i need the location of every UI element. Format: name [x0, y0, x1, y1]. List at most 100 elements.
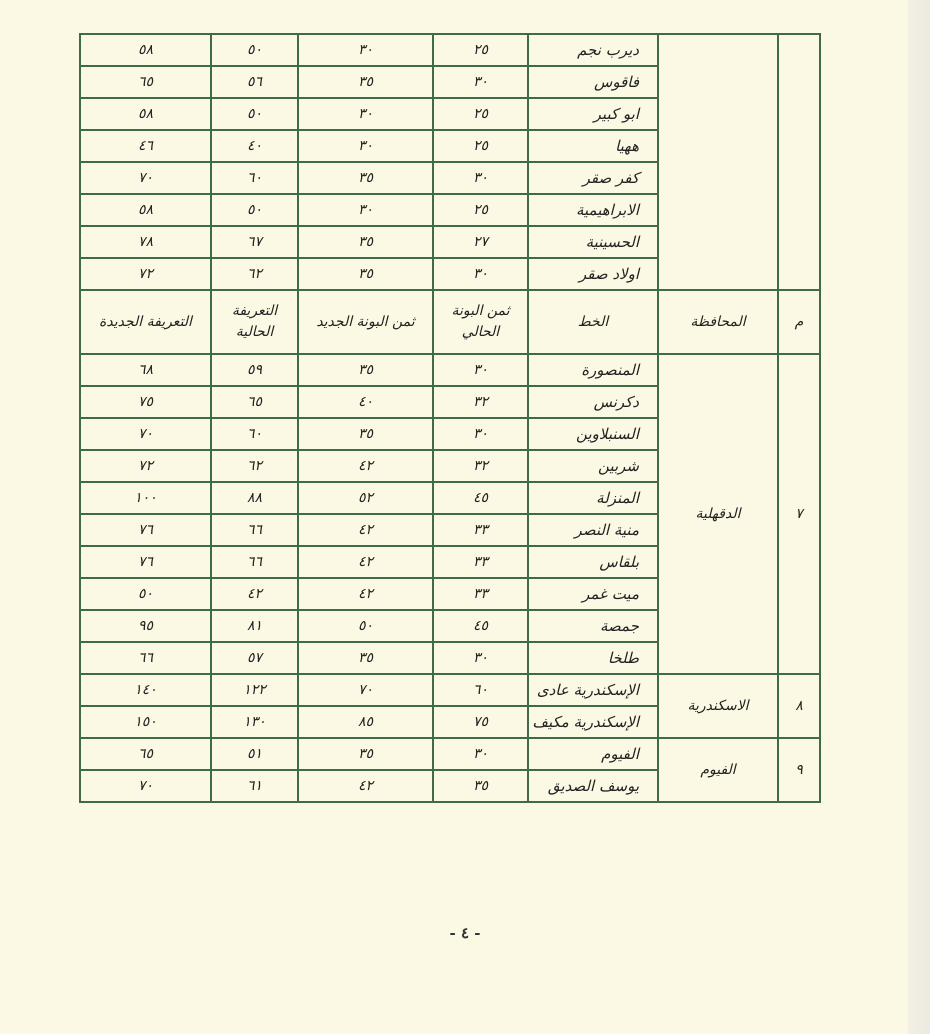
- old-fare-cell: ٦٦: [210, 545, 299, 579]
- table-row: جمصة ٤٥ ٥٠ ٨١ ٩٥: [79, 609, 820, 643]
- old-fare-cell: ٨١: [210, 609, 299, 643]
- new-fare-cell: ٥٨: [79, 193, 212, 227]
- governorate-cell: [657, 33, 779, 291]
- new-fare-cell: ٥٠: [79, 577, 212, 611]
- old-coupon-cell: ٤٥: [432, 481, 529, 515]
- line-cell: شربين: [527, 449, 659, 483]
- table-row: شربين ٣٢ ٤٢ ٦٢ ٧٢: [79, 449, 820, 483]
- governorate-cell: الدقهلية: [657, 353, 779, 675]
- new-coupon-cell: ٣٥: [297, 417, 434, 451]
- old-fare-cell: ٥٧: [210, 641, 299, 675]
- new-coupon-cell: ٣٠: [297, 97, 434, 131]
- table-row: فاقوس ٣٠ ٣٥ ٥٦ ٦٥: [79, 65, 820, 99]
- line-cell: الإسكندرية عادى: [527, 673, 659, 707]
- old-fare-cell: ٦٢: [210, 449, 299, 483]
- line-cell: منية النصر: [527, 513, 659, 547]
- new-fare-cell: ٧٠: [79, 417, 212, 451]
- row-number-cell: ٩: [777, 737, 821, 803]
- line-cell: فاقوس: [527, 65, 659, 99]
- old-coupon-cell: ٣٢: [432, 385, 529, 419]
- old-coupon-cell: ٢٥: [432, 97, 529, 131]
- old-coupon-cell: ٣٢: [432, 449, 529, 483]
- header-m: م: [777, 289, 821, 355]
- table-row: ٩ الفيوم الفيوم ٣٠ ٣٥ ٥١ ٦٥: [79, 737, 821, 803]
- line-cell: جمصة: [527, 609, 659, 643]
- old-coupon-cell: ٣٠: [432, 641, 529, 675]
- table-row: ميت غمر ٣٣ ٤٢ ٤٢ ٥٠: [79, 577, 820, 611]
- old-coupon-cell: ٣٣: [432, 513, 529, 547]
- line-cell: ههيا: [527, 129, 659, 163]
- old-fare-cell: ٦٥: [210, 385, 299, 419]
- new-fare-cell: ٦٨: [79, 353, 212, 387]
- line-cell: الحسينية: [527, 225, 659, 259]
- scan-edge: [908, 0, 930, 1034]
- old-coupon-cell: ٣٣: [432, 545, 529, 579]
- new-fare-cell: ٧٦: [79, 513, 212, 547]
- new-coupon-cell: ٤٢: [297, 577, 434, 611]
- old-coupon-cell: ٣٣: [432, 577, 529, 611]
- new-coupon-cell: ٣٥: [297, 161, 434, 195]
- new-fare-cell: ١٥٠: [79, 705, 212, 739]
- new-fare-cell: ٥٨: [79, 97, 212, 131]
- old-coupon-cell: ٢٥: [432, 33, 529, 67]
- old-fare-cell: ٤٢: [210, 577, 299, 611]
- old-coupon-cell: ٣٠: [432, 65, 529, 99]
- new-coupon-cell: ٤٠: [297, 385, 434, 419]
- table-row: ٨ الاسكندرية الإسكندرية عادى ٦٠ ٧٠ ١٢٢ ١٤٠: [79, 673, 821, 739]
- row-number-cell: ٨: [777, 673, 821, 739]
- row-number-cell: [777, 33, 821, 291]
- old-coupon-cell: ٢٥: [432, 193, 529, 227]
- old-coupon-cell: ٣٥: [432, 769, 529, 803]
- old-fare-cell: ٥٩: [210, 353, 299, 387]
- new-fare-cell: ٧٨: [79, 225, 212, 259]
- new-coupon-cell: ٣٥: [297, 641, 434, 675]
- new-fare-cell: ١٠٠: [79, 481, 212, 515]
- new-fare-cell: ٧٢: [79, 257, 212, 291]
- old-coupon-cell: ٣٠: [432, 353, 529, 387]
- table-row: ديرب نجم ٢٥ ٣٠ ٥٠ ٥٨: [79, 33, 821, 291]
- new-coupon-cell: ٣٥: [297, 737, 434, 771]
- old-coupon-cell: ٣٠: [432, 161, 529, 195]
- table-row: المنزلة ٤٥ ٥٢ ٨٨ ١٠٠: [79, 481, 820, 515]
- table-row: طلخا ٣٠ ٣٥ ٥٧ ٦٦: [79, 641, 820, 675]
- old-fare-cell: ٥٠: [210, 193, 299, 227]
- new-fare-cell: ٧٠: [79, 161, 212, 195]
- line-cell: ديرب نجم: [527, 33, 659, 67]
- old-coupon-cell: ٦٠: [432, 673, 529, 707]
- header-new-fare: التعريفة الجديدة: [79, 289, 212, 355]
- new-fare-cell: ٦٦: [79, 641, 212, 675]
- line-cell: بلقاس: [527, 545, 659, 579]
- new-coupon-cell: ٣٥: [297, 225, 434, 259]
- new-fare-cell: ٧٥: [79, 385, 212, 419]
- new-coupon-cell: ٤٢: [297, 769, 434, 803]
- old-fare-cell: ٦٢: [210, 257, 299, 291]
- new-coupon-cell: ٣٥: [297, 353, 434, 387]
- table-row: الحسينية ٢٧ ٣٥ ٦٧ ٧٨: [79, 225, 820, 259]
- fare-table: ديرب نجم ٢٥ ٣٠ ٥٠ ٥٨ فاقوس ٣٠ ٣٥ ٥٦ ٦٥ ابو كبير ٢٥ ٣…: [79, 33, 821, 803]
- old-fare-cell: ٥٠: [210, 33, 299, 67]
- old-fare-cell: ٥٠: [210, 97, 299, 131]
- new-coupon-cell: ٨٥: [297, 705, 434, 739]
- old-coupon-cell: ٢٥: [432, 129, 529, 163]
- old-coupon-cell: ٧٥: [432, 705, 529, 739]
- line-cell: الإسكندرية مكيف: [527, 705, 659, 739]
- row-number-cell: ٧: [777, 353, 821, 675]
- table-row: دكرنس ٣٢ ٤٠ ٦٥ ٧٥: [79, 385, 820, 419]
- new-fare-cell: ٩٥: [79, 609, 212, 643]
- old-fare-cell: ١٢٢: [210, 673, 299, 707]
- line-cell: ابو كبير: [527, 97, 659, 131]
- old-coupon-cell: ٣٠: [432, 257, 529, 291]
- table-row: الإسكندرية مكيف ٧٥ ٨٥ ١٣٠ ١٥٠: [79, 705, 820, 739]
- old-fare-cell: ٤٠: [210, 129, 299, 163]
- line-cell: المنصورة: [527, 353, 659, 387]
- new-coupon-cell: ٤٢: [297, 449, 434, 483]
- governorate-cell: الاسكندرية: [657, 673, 779, 739]
- table-row: منية النصر ٣٣ ٤٢ ٦٦ ٧٦: [79, 513, 820, 547]
- new-coupon-cell: ٣٠: [297, 129, 434, 163]
- new-coupon-cell: ٣٠: [297, 33, 434, 67]
- line-cell: اولاد صقر: [527, 257, 659, 291]
- line-cell: الابراهيمية: [527, 193, 659, 227]
- new-fare-cell: ٧٦: [79, 545, 212, 579]
- header-old-fare: التعريفة الحالية: [210, 289, 299, 355]
- new-fare-cell: ٧٢: [79, 449, 212, 483]
